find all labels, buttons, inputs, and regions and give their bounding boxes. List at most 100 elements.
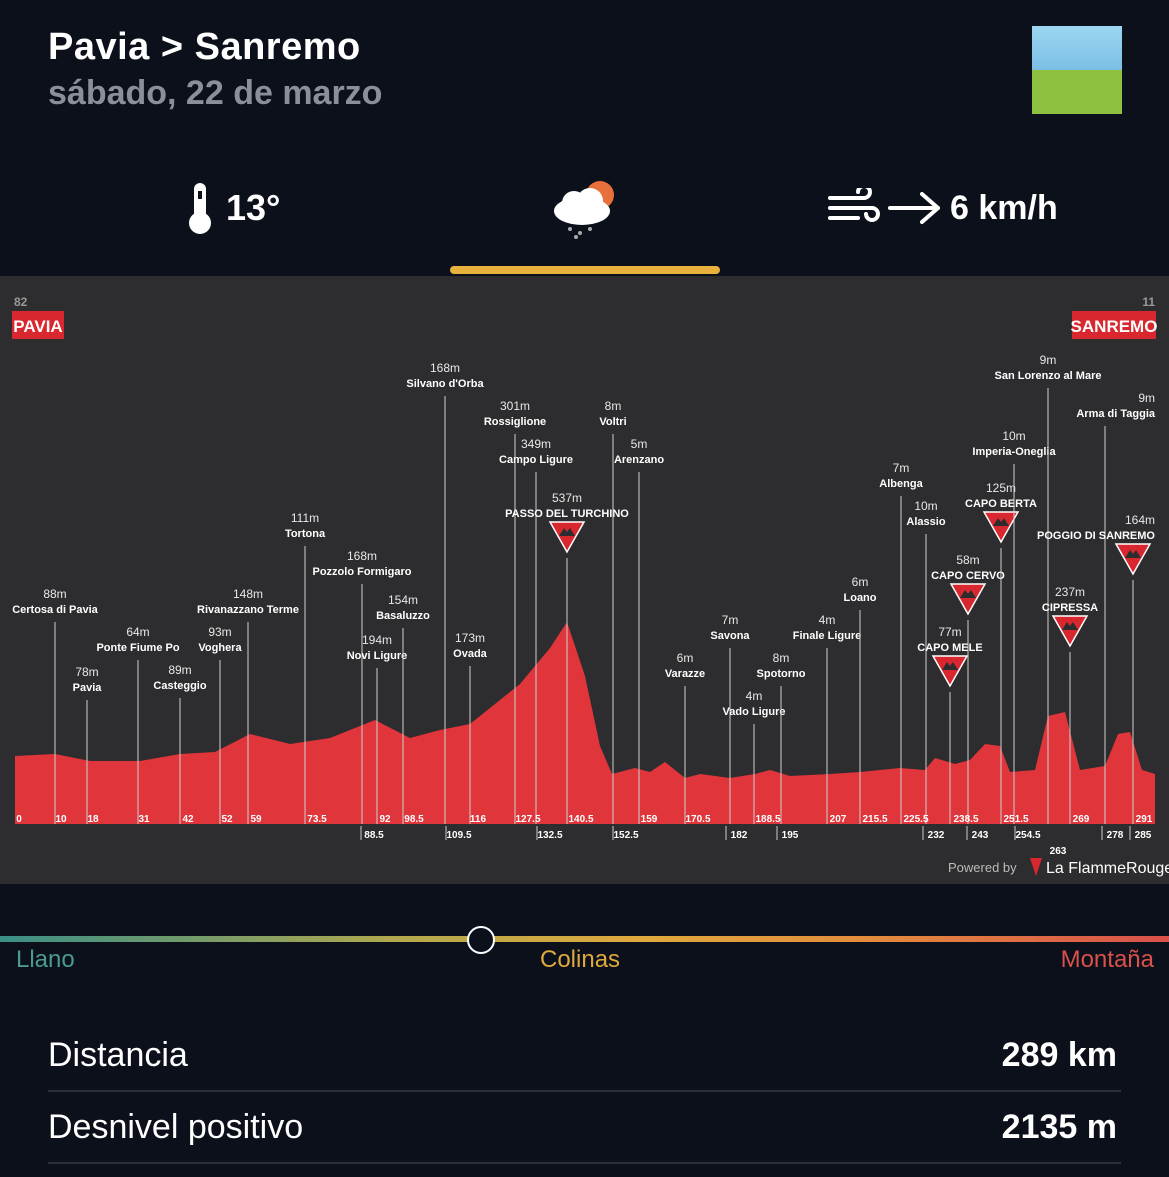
waypoint-name: Voghera <box>198 642 242 654</box>
start-altitude: 82 <box>14 295 28 309</box>
climb-marker-icon <box>949 583 987 616</box>
km-label: 152.5 <box>613 830 638 841</box>
header: Pavia > Sanremo sábado, 22 de marzo <box>0 0 1169 150</box>
waypoint-name: Arma di Taggia <box>1076 408 1156 420</box>
waypoint-name: Pozzolo Formigaro <box>313 566 412 578</box>
waypoint-altitude: 7m <box>722 613 739 627</box>
temperature-tab[interactable]: 13° <box>186 178 280 238</box>
difficulty-scale: Llano Colinas Montaña <box>0 884 1169 984</box>
climb-marker-icon <box>982 511 1020 544</box>
waypoint-name: CAPO CERVO <box>931 570 1005 582</box>
waypoint-name: CIPRESSA <box>1042 602 1098 614</box>
sky-tab[interactable] <box>552 178 618 239</box>
finish-altitude: 11 <box>1142 295 1155 309</box>
km-label: 73.5 <box>307 814 327 825</box>
waypoint-altitude: 88m <box>43 587 66 601</box>
waypoint-altitude: 93m <box>208 625 231 639</box>
thermometer-icon <box>189 183 211 234</box>
waypoint-name: Casteggio <box>153 680 206 692</box>
km-label: 132.5 <box>537 830 562 841</box>
waypoint-altitude: 77m <box>938 625 961 639</box>
waypoint-name: Voltri <box>599 416 626 428</box>
waypoint-name: Alassio <box>906 516 945 528</box>
waypoint-name: Varazze <box>665 668 705 680</box>
wind-direction-arrow-icon <box>888 192 940 224</box>
waypoint-name: Ovada <box>453 648 488 660</box>
waypoint-altitude: 301m <box>500 399 530 413</box>
climb-marker-icon <box>931 655 969 688</box>
scale-label-mountain: Montaña <box>1060 946 1154 973</box>
wind-speed-value: 6 km/h <box>950 188 1058 227</box>
waypoint-name: CAPO BERTA <box>965 498 1037 510</box>
waypoint-altitude: 6m <box>852 575 869 589</box>
waypoint-altitude: 125m <box>986 481 1016 495</box>
waypoint-altitude: 164m <box>1125 513 1155 527</box>
waypoint-altitude: 89m <box>168 663 191 677</box>
km-label: 215.5 <box>862 814 887 825</box>
waypoint-name: CAPO MELE <box>917 642 982 654</box>
stat-row-distance: Distancia 289 km <box>48 1020 1121 1092</box>
scale-label-hills: Colinas <box>540 946 621 973</box>
waypoint-altitude: 8m <box>605 399 622 413</box>
km-label: 251.5 <box>1003 814 1028 825</box>
waypoint-altitude: 5m <box>631 437 648 451</box>
km-label: 98.5 <box>404 814 424 825</box>
km-label: 42 <box>182 814 194 825</box>
waypoint-name: Campo Ligure <box>499 454 573 466</box>
waypoint-altitude: 78m <box>75 665 98 679</box>
profile-chart: 82 PAVIA 11 SANREMO 88m Certosa di Pavia 7… <box>12 295 1169 877</box>
stage-stats: Distancia 289 km Desnivel positivo 2135 … <box>48 1020 1121 1164</box>
waypoint-altitude: 237m <box>1055 585 1085 599</box>
temperature-value: 13° <box>226 187 281 228</box>
km-label: 59 <box>250 814 262 825</box>
stat-row-elevation-gain: Desnivel positivo 2135 m <box>48 1092 1121 1164</box>
waypoint-name: Arenzano <box>614 454 664 466</box>
km-label: 0 <box>16 814 22 825</box>
km-label: 278 <box>1107 830 1124 841</box>
waypoint-name: PASSO DEL TURCHINO <box>505 508 629 520</box>
km-label: 18 <box>87 814 99 825</box>
km-label: 238.5 <box>953 814 978 825</box>
wind-icon <box>828 188 880 222</box>
flamme-rouge-logo-icon <box>1030 858 1042 876</box>
km-label: 52 <box>221 814 233 825</box>
waypoint-altitude: 8m <box>773 651 790 665</box>
waypoint-altitude: 4m <box>746 689 763 703</box>
km-label: 207 <box>830 814 847 825</box>
km-label: 109.5 <box>446 830 471 841</box>
waypoint-altitude: 6m <box>677 651 694 665</box>
start-badge <box>12 311 64 339</box>
km-label: 92 <box>379 814 391 825</box>
terrain-thumbnail <box>1032 26 1122 114</box>
waypoint-altitude: 64m <box>126 625 149 639</box>
km-label: 127.5 <box>515 814 540 825</box>
waypoint-name: Savona <box>710 630 750 642</box>
stat-label: Distancia <box>48 1036 188 1074</box>
mountain-icon <box>942 662 958 670</box>
waypoint-altitude: 168m <box>347 549 377 563</box>
waypoint-name: Vado Ligure <box>723 706 786 718</box>
waypoint-name: POGGIO DI SANREMO <box>1037 530 1155 542</box>
waypoint-name: Imperia-Oneglia <box>972 446 1056 458</box>
race-date: sábado, 22 de marzo <box>48 74 383 112</box>
waypoint-name: Loano <box>844 592 877 604</box>
waypoint-name: Rossiglione <box>484 416 546 428</box>
waypoint-altitude: 9m <box>1138 391 1155 405</box>
climb-marker-icon <box>1051 615 1089 648</box>
waypoint-name: Novi Ligure <box>347 650 408 662</box>
wind-tab[interactable]: 6 km/h <box>828 178 1058 238</box>
km-label: 88.5 <box>364 830 384 841</box>
start-name: PAVIA <box>13 317 62 336</box>
waypoint-name: Silvano d'Orba <box>406 378 484 390</box>
mountain-icon <box>1125 550 1141 558</box>
climb-marker-icon <box>1114 543 1152 576</box>
km-label: 285 <box>1135 830 1152 841</box>
km-label: 116 <box>470 814 487 825</box>
km-label: 159 <box>641 814 658 825</box>
waypoint-altitude: 9m <box>1040 353 1057 367</box>
route-title: Pavia > Sanremo <box>48 26 361 68</box>
waypoint-name: Albenga <box>879 478 923 490</box>
km-label: 10 <box>55 814 67 825</box>
waypoint-altitude: 173m <box>455 631 485 645</box>
km-label: 291 <box>1136 814 1153 825</box>
